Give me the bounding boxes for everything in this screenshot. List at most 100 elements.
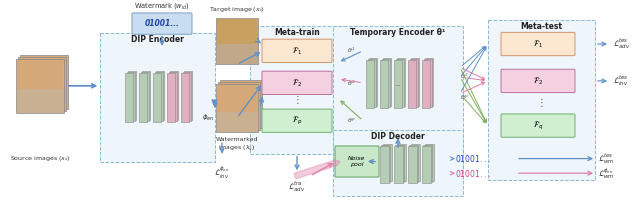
Text: $\mathcal{L}^{\phi_{en}}_{inv}$: $\mathcal{L}^{\phi_{en}}_{inv}$ (214, 165, 230, 181)
Bar (250, 26, 345, 154)
Bar (125, 73, 133, 122)
Bar (394, 60, 402, 108)
Bar (218, 82, 260, 130)
Bar (170, 71, 178, 120)
FancyBboxPatch shape (262, 109, 332, 132)
Text: Meta-train: Meta-train (275, 28, 321, 36)
Bar (397, 58, 405, 106)
Bar (380, 146, 388, 183)
Text: Meta-test: Meta-test (520, 22, 563, 31)
Text: $\mathcal{F}_2$: $\mathcal{F}_2$ (292, 77, 302, 89)
Bar (219, 83, 259, 110)
Text: $\mathcal{L}^{tes}_{wm}$: $\mathcal{L}^{tes}_{wm}$ (598, 151, 614, 166)
Bar (396, 59, 403, 107)
Bar (156, 71, 164, 120)
Bar (424, 144, 433, 181)
Bar (410, 59, 417, 107)
Bar (128, 71, 136, 120)
Bar (217, 85, 257, 112)
Text: Watermark ($w_{id}$): Watermark ($w_{id}$) (134, 1, 190, 11)
Bar (395, 145, 404, 182)
Text: DIP Encoder: DIP Encoder (131, 35, 184, 44)
Text: ...: ... (395, 81, 401, 87)
Text: $01001...$: $01001...$ (455, 153, 491, 164)
Bar (488, 20, 595, 180)
Bar (383, 58, 391, 106)
FancyBboxPatch shape (335, 146, 379, 177)
Bar (184, 71, 192, 120)
Bar (397, 144, 406, 181)
Text: $\mathcal{L}^{tes}_{inv}$: $\mathcal{L}^{tes}_{inv}$ (613, 74, 628, 88)
Bar (380, 60, 388, 108)
Text: $\mathcal{F}_2$: $\mathcal{F}_2$ (533, 75, 543, 87)
Bar (20, 55, 68, 109)
Bar (425, 58, 433, 106)
Bar (394, 146, 403, 183)
Text: $\mathcal{L}^{tra}_{adv}$: $\mathcal{L}^{tra}_{adv}$ (289, 179, 306, 194)
Bar (19, 58, 65, 88)
Text: Temporary Encoder θ¹: Temporary Encoder θ¹ (350, 28, 445, 36)
Bar (216, 18, 258, 64)
Bar (18, 57, 66, 111)
Bar (21, 56, 67, 86)
Text: $\mathcal{F}_p$: $\mathcal{F}_p$ (292, 115, 302, 127)
Text: Target image ($x_t$): Target image ($x_t$) (209, 5, 265, 14)
Bar (381, 59, 390, 107)
Text: $\theta^p$: $\theta^p$ (460, 94, 468, 102)
Bar (16, 59, 64, 113)
FancyBboxPatch shape (501, 32, 575, 56)
Bar (424, 59, 431, 107)
FancyBboxPatch shape (262, 71, 332, 95)
Bar (220, 80, 262, 128)
Bar (221, 81, 261, 108)
Bar (182, 72, 191, 121)
Text: $\theta^2$: $\theta^2$ (347, 78, 356, 88)
Text: ⋮: ⋮ (292, 95, 302, 105)
Bar (333, 26, 463, 169)
Bar (142, 71, 150, 120)
Bar (369, 58, 377, 106)
Text: $\mathcal{F}_1$: $\mathcal{F}_1$ (292, 45, 302, 57)
FancyArrow shape (294, 160, 340, 179)
Bar (216, 84, 258, 132)
Text: $\mathcal{L}^{\phi_{en}}_{wm}$: $\mathcal{L}^{\phi_{en}}_{wm}$ (598, 166, 614, 181)
Bar (181, 73, 189, 122)
Bar (141, 72, 148, 121)
FancyBboxPatch shape (501, 114, 575, 137)
Bar (409, 145, 418, 182)
Text: $\theta^1$: $\theta^1$ (347, 46, 356, 56)
Bar (17, 60, 63, 89)
Bar (383, 144, 392, 181)
Bar (153, 73, 161, 122)
Text: $\theta^2$: $\theta^2$ (460, 71, 468, 81)
FancyBboxPatch shape (501, 69, 575, 93)
Bar (367, 59, 376, 107)
Bar (423, 145, 432, 182)
Bar (127, 72, 134, 121)
Bar (167, 73, 175, 122)
Bar (100, 33, 215, 162)
Bar (168, 72, 177, 121)
Bar (422, 146, 431, 183)
Bar (422, 60, 430, 108)
Text: ⋮: ⋮ (536, 98, 547, 108)
Text: $\mathcal{L}^{tes}_{adv}$: $\mathcal{L}^{tes}_{adv}$ (613, 36, 630, 52)
Bar (408, 146, 417, 183)
Bar (411, 58, 419, 106)
Text: $01001...$: $01001...$ (455, 168, 491, 179)
Bar (366, 60, 374, 108)
Text: $\mathcal{F}_q$: $\mathcal{F}_q$ (533, 120, 543, 132)
Text: DIP Decoder: DIP Decoder (371, 132, 425, 141)
Bar (408, 60, 416, 108)
Text: Source images ($x_s$): Source images ($x_s$) (10, 154, 70, 163)
Text: Watermarked
images ($\hat{x}_s$): Watermarked images ($\hat{x}_s$) (216, 137, 259, 153)
Bar (381, 145, 390, 182)
Bar (154, 72, 163, 121)
Text: $\mathcal{F}_1$: $\mathcal{F}_1$ (533, 38, 543, 50)
Text: $\phi_{en}$: $\phi_{en}$ (202, 113, 214, 123)
Text: Noise
pool: Noise pool (348, 156, 365, 167)
FancyBboxPatch shape (132, 13, 192, 34)
Bar (410, 144, 419, 181)
Bar (217, 19, 257, 44)
FancyBboxPatch shape (262, 39, 332, 63)
